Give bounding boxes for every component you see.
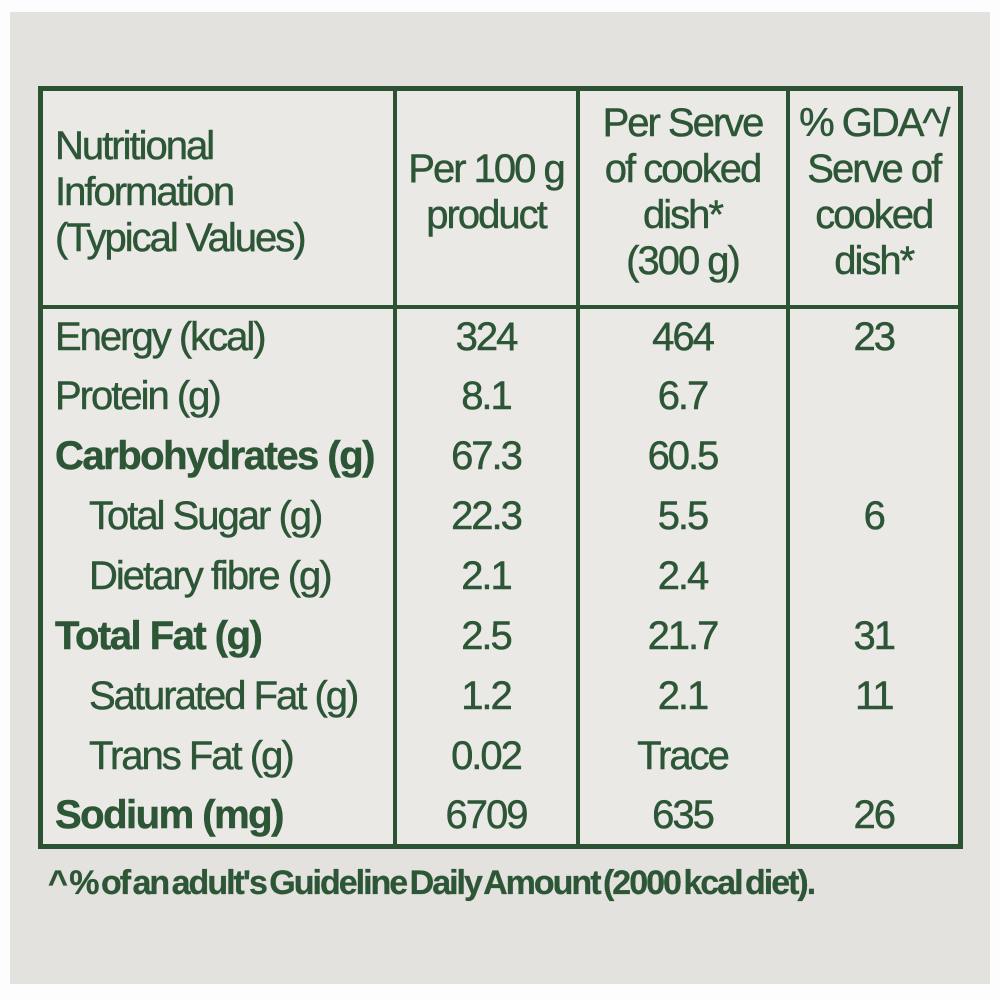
per-serve-value: 5.5 (575, 486, 788, 547)
row-energy: Energy (kcal) 324 464 23 (41, 306, 961, 367)
gda-value: 26 (785, 786, 961, 847)
nutrient-label: Saturated Fat (g) (89, 674, 360, 719)
gda-value: 6 (785, 486, 961, 547)
header-row: Nutritional Information (Typical Values)… (40, 88, 961, 309)
gda-value (785, 726, 961, 787)
per-100g-value: 8.1 (392, 366, 578, 427)
gda-value (785, 366, 961, 427)
gda-value: 23 (785, 306, 961, 367)
nutrition-table: Nutritional Information (Typical Values)… (38, 86, 963, 849)
per-100g-value: 1.2 (392, 666, 578, 727)
row-total-sugar: Total Sugar (g) 22.3 5.5 6 (41, 486, 961, 547)
per-serve-value: 60.5 (575, 426, 788, 487)
header-per-serve: Per Serve of cooked dish* (300 g) (575, 88, 788, 309)
row-saturated-fat: Saturated Fat (g) 1.2 2.1 11 (41, 666, 961, 727)
row-protein: Protein (g) 8.1 6.7 (41, 366, 961, 427)
header-nutritional-information: Nutritional Information (Typical Values) (40, 88, 395, 309)
nutrient-label: Total Fat (g) (55, 614, 263, 659)
row-sodium: Sodium (mg) 6709 635 26 (41, 786, 961, 847)
nutrient-label: Trans Fat (g) (89, 734, 295, 779)
gda-footnote: ^ % of an adult's Guideline Daily Amount… (48, 864, 817, 902)
per-serve-value: 21.7 (575, 606, 788, 667)
nutrient-label: Sodium (mg) (55, 792, 285, 838)
row-total-fat: Total Fat (g) 2.5 21.7 31 (41, 606, 961, 667)
gda-value: 11 (785, 666, 961, 727)
per-100g-value: 2.1 (392, 546, 578, 607)
gda-value (785, 426, 961, 487)
gda-value: 31 (785, 606, 961, 667)
per-serve-value: Trace (575, 726, 788, 787)
per-100g-value: 67.3 (392, 426, 578, 487)
nutrient-label: Carbohydrates (g) (55, 434, 376, 479)
row-trans-fat: Trans Fat (g) 0.02 Trace (41, 726, 961, 787)
header-per-100g: Per 100 g product (392, 88, 578, 309)
per-serve-value: 635 (575, 786, 788, 847)
per-100g-value: 6709 (392, 786, 578, 847)
row-dietary-fibre: Dietary fibre (g) 2.1 2.4 (41, 546, 961, 607)
per-serve-value: 6.7 (575, 366, 788, 427)
gda-value (785, 546, 961, 607)
per-100g-value: 22.3 (392, 486, 578, 547)
per-100g-value: 324 (392, 306, 578, 367)
header-gda: % GDA^/ Serve of cooked dish* (785, 88, 961, 309)
per-100g-value: 0.02 (392, 726, 578, 787)
nutrient-label: Energy (kcal) (55, 315, 267, 360)
per-100g-value: 2.5 (392, 606, 578, 667)
per-serve-value: 2.1 (575, 666, 788, 727)
nutrient-label: Total Sugar (g) (89, 494, 324, 539)
per-serve-value: 464 (575, 306, 788, 367)
nutrient-label: Protein (g) (55, 374, 222, 419)
per-serve-value: 2.4 (575, 546, 788, 607)
nutrient-label: Dietary fibre (g) (89, 554, 333, 599)
row-carbohydrates: Carbohydrates (g) 67.3 60.5 (41, 426, 961, 487)
label-panel: Nutritional Information (Typical Values)… (10, 12, 990, 984)
